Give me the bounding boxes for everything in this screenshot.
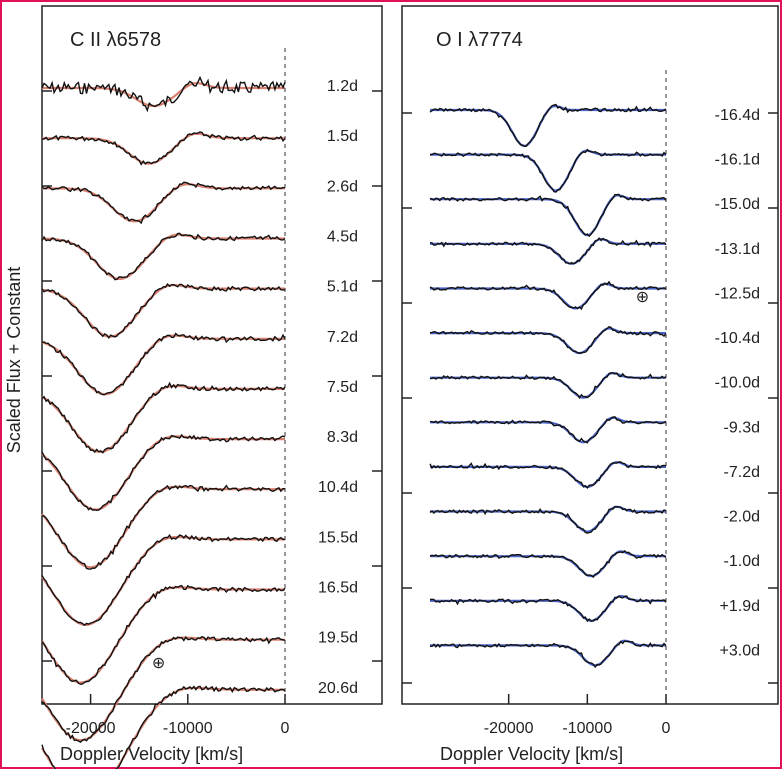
observed-spectrum-1.5d — [41, 131, 286, 166]
observed-spectrum-15.5d — [41, 533, 286, 627]
epoch-label: -15.0d — [715, 196, 760, 213]
observed-spectrum-1.2d — [41, 75, 286, 113]
observed-spectrum-16.5d — [41, 584, 286, 685]
right-x-axis-label: Doppler Velocity [km/s] — [440, 744, 623, 764]
epoch-label: -10.4d — [715, 330, 760, 347]
epoch-label: 5.1d — [327, 279, 358, 296]
epoch-label: +1.9d — [720, 598, 760, 615]
observed-spectrum-2.6d — [41, 181, 286, 225]
left-panel-axes-box — [41, 5, 383, 705]
epoch-label: 16.5d — [318, 580, 358, 597]
epoch-label: 19.5d — [318, 630, 358, 647]
epoch-label: 15.5d — [318, 529, 358, 546]
x-tick-label: -10000 — [163, 720, 213, 737]
observed-spectrum-7.2d — [41, 332, 286, 396]
right-panel-axes-box — [401, 5, 779, 705]
observed-spectrum-+3.0d — [430, 640, 667, 669]
model-spectrum-15.5d — [41, 535, 285, 627]
left-panel-title: C II λ6578 — [70, 29, 161, 51]
epoch-label: 20.6d — [318, 680, 358, 697]
y-axis-label: Scaled Flux + Constant — [4, 267, 24, 454]
epoch-label: -13.1d — [715, 241, 760, 258]
observed-spectrum-10.4d — [41, 484, 285, 570]
right-panel-spectra: ⊕ — [429, 103, 667, 669]
model-spectrum-7.5d — [41, 384, 285, 454]
observed-spectrum--1.0d — [429, 549, 667, 579]
x-tick-label: -20000 — [484, 720, 534, 737]
model-spectrum--7.2d — [430, 461, 666, 489]
observed-spectrum--7.2d — [429, 461, 667, 490]
x-tick-label: 0 — [281, 720, 290, 737]
observed-spectrum--9.3d — [429, 416, 667, 444]
model-spectrum--15.0d — [430, 194, 666, 237]
model-spectrum-8.3d — [41, 435, 285, 511]
epoch-label: -16.4d — [715, 107, 760, 124]
model-spectrum-2.6d — [42, 183, 285, 223]
observed-spectrum-5.1d — [41, 283, 285, 339]
observed-spectrum--16.4d — [429, 103, 667, 147]
epoch-label: 7.2d — [327, 329, 358, 346]
x-tick-label: 0 — [662, 720, 671, 737]
observed-spectrum--12.5d — [429, 280, 667, 311]
observed-spectrum-19.5d — [41, 635, 286, 743]
observed-spectrum-+1.9d — [429, 595, 667, 623]
x-tick-label: -10000 — [562, 720, 612, 737]
epoch-label: 1.2d — [327, 78, 358, 95]
observed-spectrum--10.0d — [429, 372, 667, 400]
observed-spectrum-7.5d — [41, 381, 286, 454]
epoch-label: -7.2d — [724, 464, 760, 481]
epoch-label: -2.0d — [724, 509, 760, 526]
observed-spectrum--15.0d — [429, 193, 667, 238]
epoch-label: 1.5d — [327, 128, 358, 145]
observed-spectrum--13.1d — [429, 237, 667, 265]
left-panel-epoch-labels: 1.2d 1.5d 2.6d 4.5d 5.1d 7.2d 7.5d 8.3d 10.4d 15.… — [318, 78, 358, 697]
model-spectrum-+1.9d — [430, 594, 666, 622]
right-panel-ticks: -20000 -10000 0 — [402, 70, 778, 737]
observed-spectrum-20.6d — [41, 685, 286, 769]
model-spectrum-+3.0d — [430, 639, 666, 667]
epoch-label: -16.1d — [715, 152, 760, 169]
observed-spectrum--10.4d — [429, 326, 667, 354]
model-spectrum-1.2d — [42, 82, 285, 108]
epoch-label: 8.3d — [327, 429, 358, 446]
epoch-label: -9.3d — [724, 419, 760, 436]
epoch-label: -10.0d — [715, 375, 760, 392]
epoch-label: -12.5d — [715, 285, 760, 302]
left-x-axis-label: Doppler Velocity [km/s] — [60, 744, 243, 764]
epoch-label: 7.5d — [327, 379, 358, 396]
right-panel-title: O I λ7774 — [436, 29, 523, 51]
epoch-label: 2.6d — [327, 178, 358, 195]
telluric-marker-icon: ⊕ — [636, 289, 649, 306]
left-panel-c-ii: C II λ6578 ⊕ 1.2d 1.5d 2.6d 4.5d 5.1d 7.2d 7.5… — [41, 5, 383, 769]
epoch-label: -1.0d — [724, 553, 760, 570]
observed-spectrum-8.3d — [41, 433, 286, 512]
telluric-marker-icon: ⊕ — [152, 655, 165, 672]
left-panel-ticks: -20000 -10000 0 — [42, 48, 382, 737]
observed-spectrum-4.5d — [41, 232, 286, 281]
epoch-label: +3.0d — [720, 642, 760, 659]
observed-spectrum--16.1d — [429, 148, 667, 193]
x-tick-label: -20000 — [66, 720, 116, 737]
model-spectrum-7.2d — [41, 334, 285, 396]
epoch-label: 10.4d — [318, 479, 358, 496]
right-panel-epoch-labels: -16.4d -16.1d -15.0d -13.1d -12.5d -10.4d -10.… — [715, 107, 760, 659]
model-spectrum-4.5d — [41, 233, 285, 280]
epoch-label: 4.5d — [327, 228, 358, 245]
left-panel-spectra: ⊕ — [41, 75, 286, 769]
model-spectrum--13.1d — [430, 237, 666, 265]
observed-spectrum--2.0d — [429, 505, 667, 534]
right-panel-o-i: O I λ7774 ⊕ -16.4d -16.1d -15.0d -13.1d -12.… — [401, 5, 779, 737]
